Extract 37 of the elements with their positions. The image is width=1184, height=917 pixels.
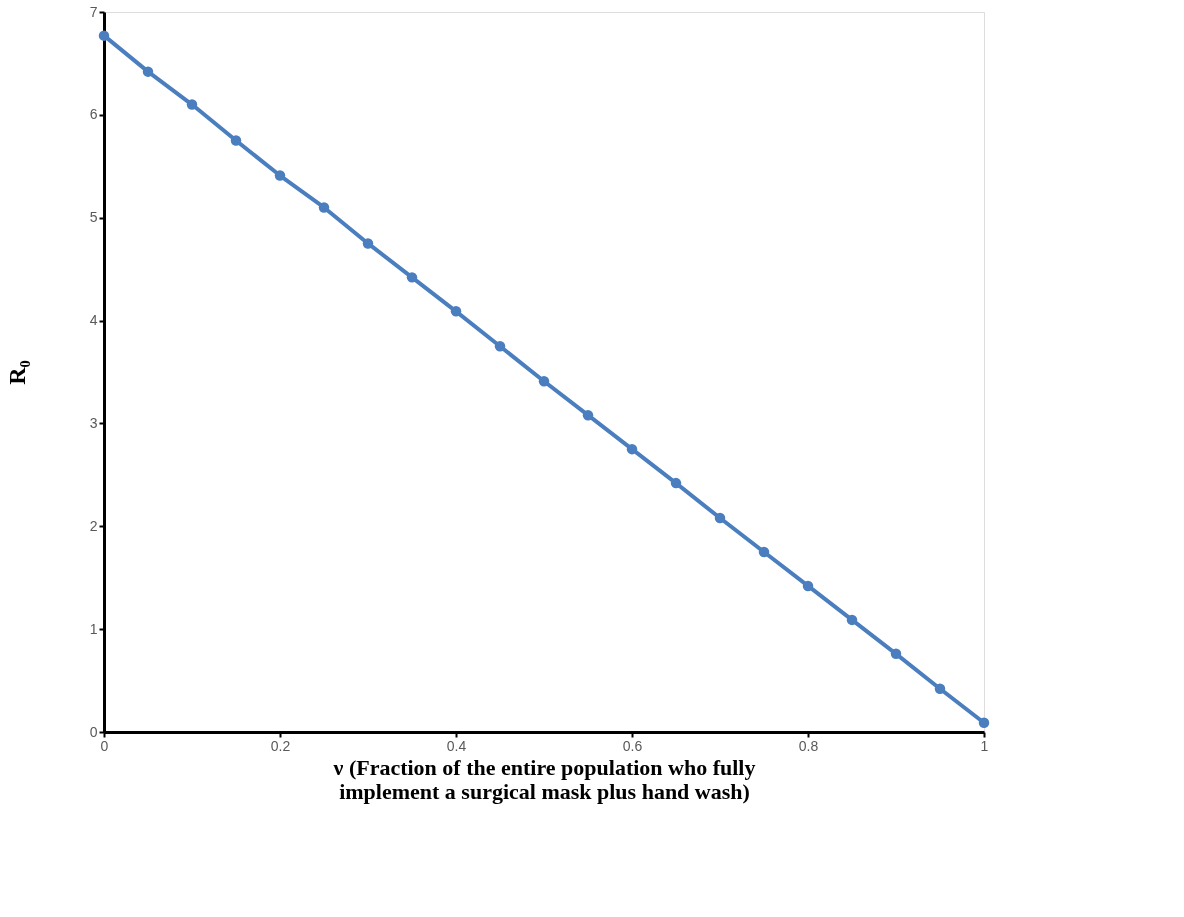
y-tick-label: 1 xyxy=(89,620,98,637)
y-axis-title: R₀ xyxy=(3,360,30,385)
point xyxy=(274,170,286,181)
point xyxy=(714,512,726,524)
point xyxy=(978,717,990,728)
point xyxy=(142,66,154,77)
y-tick-label: 6 xyxy=(89,106,98,123)
x-tick-label: 0.6 xyxy=(622,737,643,754)
point xyxy=(934,683,946,695)
point xyxy=(758,546,770,558)
point xyxy=(626,443,638,455)
point xyxy=(890,648,902,660)
point xyxy=(362,238,374,249)
x-tick-label: 1 xyxy=(980,737,989,754)
point xyxy=(186,99,198,110)
point xyxy=(802,580,814,592)
x-tick-label: 0 xyxy=(100,737,109,754)
point xyxy=(98,30,110,41)
point xyxy=(230,135,242,146)
x-tick-label: 0.4 xyxy=(446,737,467,754)
point xyxy=(450,306,462,317)
point xyxy=(318,202,330,213)
point xyxy=(670,477,682,489)
x-tick-label: 0.2 xyxy=(270,737,291,754)
x-axis-title: ν (Fraction of the entire population who fully implement a surgical mask plus hand wash) xyxy=(332,754,756,804)
y-tick-label: 3 xyxy=(89,414,98,431)
y-tick-label: 7 xyxy=(89,3,98,20)
x-tick-label: 0.8 xyxy=(798,737,819,754)
y-tick-label: 2 xyxy=(89,517,98,534)
y-tick-label: 0 xyxy=(89,723,98,740)
point xyxy=(494,341,506,352)
point xyxy=(582,409,594,421)
point xyxy=(538,376,550,387)
point xyxy=(406,272,418,283)
y-tick-label: 5 xyxy=(89,209,98,226)
y-tick-label: 4 xyxy=(89,312,98,329)
point xyxy=(846,614,858,626)
